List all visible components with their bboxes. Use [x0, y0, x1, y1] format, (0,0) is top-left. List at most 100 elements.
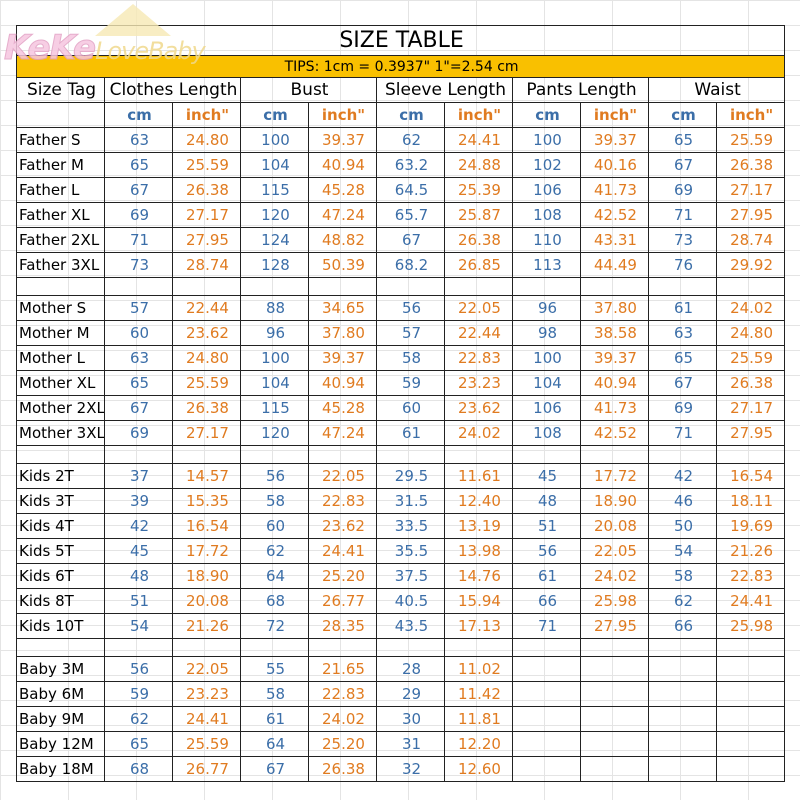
- empty-cell: [512, 445, 581, 464]
- cm-value-cell: 113: [512, 252, 581, 278]
- cm-value-cell: 29.5: [376, 463, 445, 489]
- cm-value-cell: 76: [648, 252, 717, 278]
- inch-value-cell: 39.37: [308, 345, 377, 371]
- table-row: Mother L 63 24.80 100 39.37 58 22.83 100 39.37 65…: [16, 345, 786, 371]
- empty-cell: [648, 445, 717, 464]
- empty-cell: [376, 277, 445, 296]
- inch-value-cell: 11.42: [444, 681, 513, 707]
- inch-value-cell: 24.80: [172, 345, 241, 371]
- inch-value-cell: 27.17: [715, 177, 786, 203]
- unit-inch: inch": [444, 102, 513, 128]
- inch-value-cell: 21.26: [715, 538, 786, 564]
- cm-value-cell: 58: [648, 563, 717, 589]
- cm-value-cell: 63: [104, 345, 173, 371]
- cm-value-cell: 33.5: [376, 513, 445, 539]
- cm-value-cell: 29: [376, 681, 445, 707]
- inch-value-cell: 22.44: [172, 295, 241, 321]
- cm-value-cell: 30: [376, 706, 445, 732]
- cm-value-cell: 100: [240, 345, 309, 371]
- header-waist: Waist: [647, 77, 786, 103]
- empty-cell: [512, 277, 581, 296]
- inch-value-cell: 40.94: [308, 370, 377, 396]
- empty-cell: [648, 277, 717, 296]
- cm-value-cell: 100: [512, 127, 581, 153]
- empty-cell: [16, 638, 105, 657]
- inch-value-cell: 22.83: [308, 488, 377, 514]
- inch-value-cell: 19.69: [715, 513, 786, 539]
- empty-cell: [172, 445, 241, 464]
- cm-value-cell: 69: [104, 420, 173, 446]
- cm-value-cell: [648, 756, 717, 782]
- inch-value-cell: 22.05: [444, 295, 513, 321]
- inch-value-cell: 25.59: [172, 731, 241, 757]
- inch-value-cell: 39.37: [308, 127, 377, 153]
- inch-value-cell: 39.37: [580, 345, 649, 371]
- cm-value-cell: 54: [648, 538, 717, 564]
- inch-value-cell: [715, 681, 786, 707]
- inch-value-cell: 25.59: [715, 345, 786, 371]
- cm-value-cell: 73: [104, 252, 173, 278]
- cm-value-cell: 43.5: [376, 613, 445, 639]
- inch-value-cell: 27.17: [172, 420, 241, 446]
- inch-value-cell: 12.60: [444, 756, 513, 782]
- unit-inch: inch": [580, 102, 649, 128]
- cm-value-cell: 65: [648, 345, 717, 371]
- inch-value-cell: 26.38: [172, 395, 241, 421]
- cm-value-cell: 62: [104, 706, 173, 732]
- spacer-row: [16, 445, 786, 464]
- inch-value-cell: [580, 731, 649, 757]
- inch-value-cell: 38.58: [580, 320, 649, 346]
- cm-value-cell: 31.5: [376, 488, 445, 514]
- cm-value-cell: 64.5: [376, 177, 445, 203]
- cm-value-cell: 106: [512, 395, 581, 421]
- inch-value-cell: 23.62: [444, 395, 513, 421]
- unit-inch: inch": [715, 102, 786, 128]
- empty-cell: [308, 638, 377, 657]
- table-row: Baby 9M 62 24.41 61 24.02 30 11.81: [16, 706, 786, 732]
- inch-value-cell: 25.98: [715, 613, 786, 639]
- cm-value-cell: 104: [512, 370, 581, 396]
- inch-value-cell: 22.83: [715, 563, 786, 589]
- cm-value-cell: 96: [240, 320, 309, 346]
- unit-cm: cm: [240, 102, 309, 128]
- empty-cell: [648, 638, 717, 657]
- size-tag-cell: Kids 8T: [16, 588, 105, 614]
- inch-value-cell: 26.85: [444, 252, 513, 278]
- unit-cm: cm: [512, 102, 581, 128]
- cm-value-cell: [512, 681, 581, 707]
- inch-value-cell: 48.82: [308, 227, 377, 253]
- inch-value-cell: 43.31: [580, 227, 649, 253]
- cm-value-cell: 40.5: [376, 588, 445, 614]
- inch-value-cell: 11.81: [444, 706, 513, 732]
- cm-value-cell: 61: [512, 563, 581, 589]
- table-title: SIZE TABLE: [15, 25, 786, 56]
- size-tag-cell: Father S: [16, 127, 105, 153]
- inch-value-cell: 24.80: [715, 320, 786, 346]
- cm-value-cell: 104: [240, 152, 309, 178]
- table-row: Kids 3T 39 15.35 58 22.83 31.5 12.40 48 18.90 46 1…: [16, 488, 786, 514]
- cm-value-cell: 56: [376, 295, 445, 321]
- conversion-tips: TIPS: 1cm = 0.3937" 1"=2.54 cm: [15, 55, 786, 78]
- table-row: Kids 10T 54 21.26 72 28.35 43.5 17.13 71 27.95 66…: [16, 613, 786, 639]
- cm-value-cell: 46: [648, 488, 717, 514]
- inch-value-cell: 28.74: [172, 252, 241, 278]
- inch-value-cell: 13.19: [444, 513, 513, 539]
- empty-cell: [376, 445, 445, 464]
- cm-value-cell: 39: [104, 488, 173, 514]
- cm-value-cell: 100: [240, 127, 309, 153]
- inch-value-cell: 24.41: [172, 706, 241, 732]
- inch-value-cell: 45.28: [308, 177, 377, 203]
- table-row: Father 3XL 73 28.74 128 50.39 68.2 26.85 113 44.…: [16, 252, 786, 278]
- cm-value-cell: 62: [648, 588, 717, 614]
- inch-value-cell: 23.62: [308, 513, 377, 539]
- size-tag-cell: Mother XL: [16, 370, 105, 396]
- cm-value-cell: 104: [240, 370, 309, 396]
- inch-value-cell: 12.20: [444, 731, 513, 757]
- size-tag-cell: Father M: [16, 152, 105, 178]
- spacer-row: [16, 638, 786, 657]
- inch-value-cell: 22.05: [580, 538, 649, 564]
- table-row: Mother XL 65 25.59 104 40.94 59 23.23 104 40.94 6…: [16, 370, 786, 396]
- cm-value-cell: 64: [240, 731, 309, 757]
- cm-value-cell: 56: [104, 656, 173, 682]
- empty-cell: [444, 277, 513, 296]
